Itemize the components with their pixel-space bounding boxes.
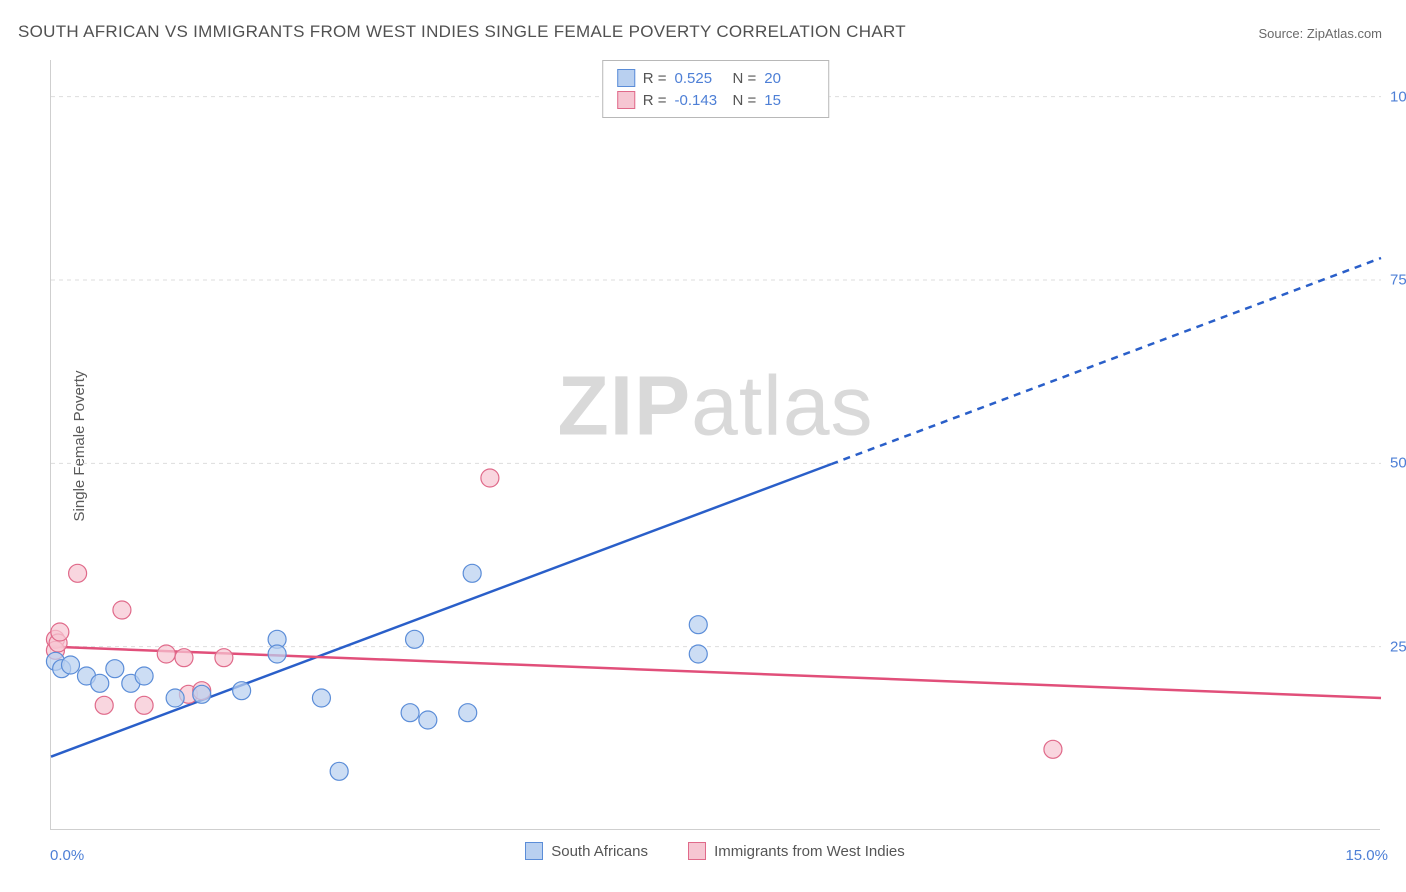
r-label: R = [643, 70, 667, 87]
swatch-series-2 [617, 91, 635, 109]
y-tick-label: 50.0% [1390, 455, 1406, 472]
stat-legend: R = 0.525 N = 20 R = -0.143 N = 15 [602, 60, 830, 118]
y-tick-label: 25.0% [1390, 638, 1406, 655]
n-value-1: 20 [764, 70, 814, 87]
bottom-legend: South Africans Immigrants from West Indi… [50, 842, 1380, 864]
legend-label-2: Immigrants from West Indies [714, 843, 905, 860]
y-tick-label: 75.0% [1390, 272, 1406, 289]
r-value-1: 0.525 [675, 70, 725, 87]
chart-title: SOUTH AFRICAN VS IMMIGRANTS FROM WEST IN… [18, 22, 906, 42]
source-label: Source: ZipAtlas.com [1258, 26, 1382, 41]
y-tick-label: 100.0% [1390, 88, 1406, 105]
legend-label-1: South Africans [551, 843, 648, 860]
stat-row-2: R = -0.143 N = 15 [617, 89, 815, 111]
legend-entry-2: Immigrants from West Indies [688, 842, 905, 860]
chart-container: SOUTH AFRICAN VS IMMIGRANTS FROM WEST IN… [0, 0, 1406, 892]
r-value-2: -0.143 [675, 92, 725, 109]
swatch-series-1 [525, 842, 543, 860]
plot-area: ZIPatlas R = 0.525 N = 20 R = -0.143 N =… [50, 60, 1380, 830]
r-label: R = [643, 92, 667, 109]
plot-svg [51, 60, 1381, 830]
legend-entry-1: South Africans [525, 842, 648, 860]
swatch-series-2 [688, 842, 706, 860]
n-label: N = [733, 70, 757, 87]
stat-row-1: R = 0.525 N = 20 [617, 67, 815, 89]
swatch-series-1 [617, 69, 635, 87]
n-label: N = [733, 92, 757, 109]
n-value-2: 15 [764, 92, 814, 109]
